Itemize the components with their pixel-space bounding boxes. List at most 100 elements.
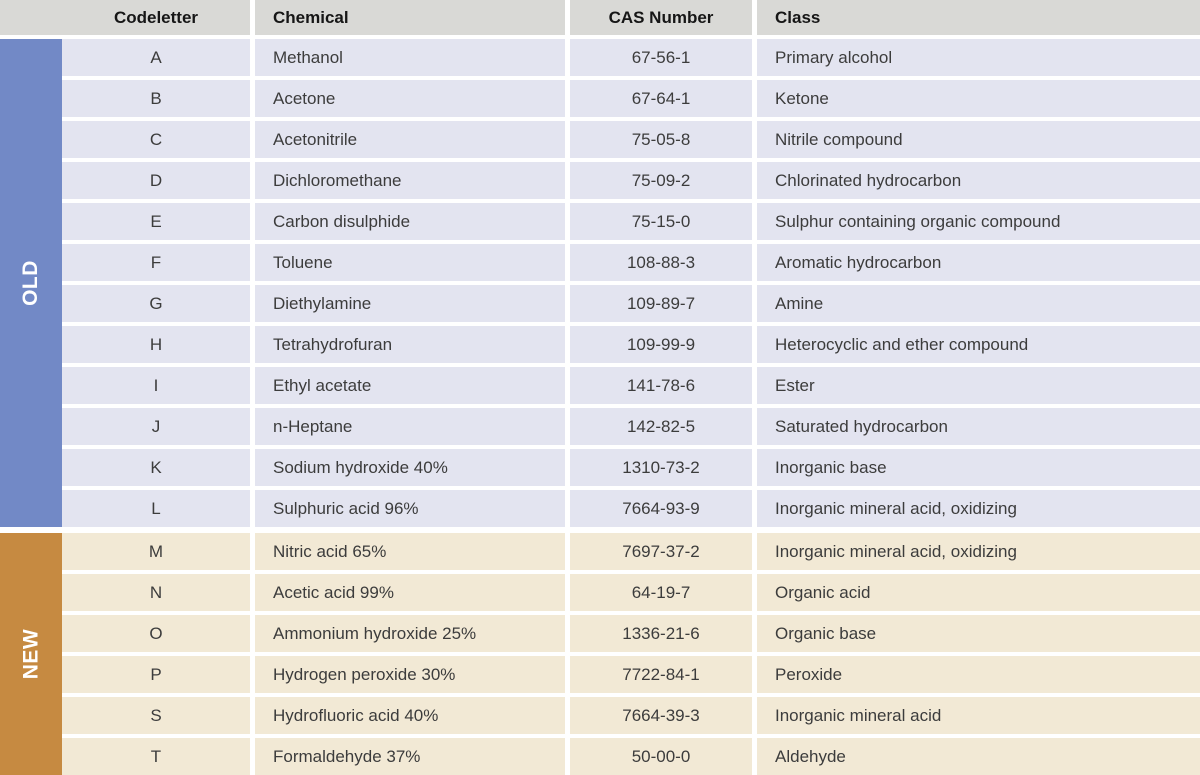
class-cell: Amine — [757, 285, 1200, 322]
header-cas-number: CAS Number — [570, 0, 752, 35]
cas-number-cell: 67-56-1 — [570, 39, 752, 76]
class-cell: Ester — [757, 367, 1200, 404]
codeletter-cell: D — [62, 162, 250, 199]
cas-number-cell: 64-19-7 — [570, 574, 752, 611]
class-cell: Heterocyclic and ether compound — [757, 326, 1200, 363]
chemical-cell: Tetrahydrofuran — [255, 326, 565, 363]
class-cell: Primary alcohol — [757, 39, 1200, 76]
chemical-cell: Ammonium hydroxide 25% — [255, 615, 565, 652]
chemical-cell: Sodium hydroxide 40% — [255, 449, 565, 486]
table-row: I Ethyl acetate 141-78-6 Ester — [62, 367, 1200, 404]
cas-number-cell: 7697-37-2 — [570, 533, 752, 570]
codeletter-cell: J — [62, 408, 250, 445]
sidebar-old: OLD — [0, 39, 62, 527]
table-row: T Formaldehyde 37% 50-00-0 Aldehyde — [62, 738, 1200, 775]
cas-number-cell: 108-88-3 — [570, 244, 752, 281]
chemical-cell: Hydrofluoric acid 40% — [255, 697, 565, 734]
table-row: P Hydrogen peroxide 30% 7722-84-1 Peroxide — [62, 656, 1200, 693]
class-cell: Aromatic hydrocarbon — [757, 244, 1200, 281]
section-old: OLD A Methanol 67-56-1 Primary alcohol B Aceto… — [0, 39, 1200, 527]
table-row: S Hydrofluoric acid 40% 7664-39-3 Inorganic… — [62, 697, 1200, 734]
chemical-cell: Hydrogen peroxide 30% — [255, 656, 565, 693]
chemical-cell: n-Heptane — [255, 408, 565, 445]
codeletter-cell: T — [62, 738, 250, 775]
cas-number-cell: 109-99-9 — [570, 326, 752, 363]
chemical-cell: Nitric acid 65% — [255, 533, 565, 570]
chemical-cell: Acetonitrile — [255, 121, 565, 158]
cas-number-cell: 141-78-6 — [570, 367, 752, 404]
chemical-cell: Carbon disulphide — [255, 203, 565, 240]
cas-number-cell: 75-05-8 — [570, 121, 752, 158]
chemical-cell: Dichloromethane — [255, 162, 565, 199]
table-row: F Toluene 108-88-3 Aromatic hydrocarbon — [62, 244, 1200, 281]
table-row: A Methanol 67-56-1 Primary alcohol — [62, 39, 1200, 76]
class-cell: Inorganic base — [757, 449, 1200, 486]
codeletter-cell: G — [62, 285, 250, 322]
codeletter-cell: H — [62, 326, 250, 363]
table-row: E Carbon disulphide 75-15-0 Sulphur contain… — [62, 203, 1200, 240]
chemical-cell: Acetic acid 99% — [255, 574, 565, 611]
table-row: B Acetone 67-64-1 Ketone — [62, 80, 1200, 117]
class-cell: Peroxide — [757, 656, 1200, 693]
class-cell: Organic base — [757, 615, 1200, 652]
sidebar-label-new: NEW — [19, 628, 42, 680]
cas-number-cell: 75-09-2 — [570, 162, 752, 199]
class-cell: Inorganic mineral acid, oxidizing — [757, 533, 1200, 570]
class-cell: Sulphur containing organic compound — [757, 203, 1200, 240]
chemical-cell: Sulphuric acid 96% — [255, 490, 565, 527]
cas-number-cell: 7664-93-9 — [570, 490, 752, 527]
table-row: L Sulphuric acid 96% 7664-93-9 Inorganic mi… — [62, 490, 1200, 527]
cas-number-cell: 142-82-5 — [570, 408, 752, 445]
class-cell: Inorganic mineral acid, oxidizing — [757, 490, 1200, 527]
codeletter-cell: K — [62, 449, 250, 486]
cas-number-cell: 1336-21-6 — [570, 615, 752, 652]
codeletter-cell: P — [62, 656, 250, 693]
codeletter-cell: S — [62, 697, 250, 734]
codeletter-cell: I — [62, 367, 250, 404]
codeletter-cell: F — [62, 244, 250, 281]
table-row: N Acetic acid 99% 64-19-7 Organic acid — [62, 574, 1200, 611]
table-body: OLD A Methanol 67-56-1 Primary alcohol B Aceto… — [0, 39, 1200, 775]
table-row: G Diethylamine 109-89-7 Amine — [62, 285, 1200, 322]
chemical-cell: Toluene — [255, 244, 565, 281]
table-header-row: Codeletter Chemical CAS Number Class — [0, 0, 1200, 35]
rows-new: M Nitric acid 65% 7697-37-2 Inorganic miner… — [62, 533, 1200, 775]
sidebar-new: NEW — [0, 533, 62, 775]
rows-old: A Methanol 67-56-1 Primary alcohol B Acetone 6… — [62, 39, 1200, 527]
class-cell: Nitrile compound — [757, 121, 1200, 158]
chemical-cell: Ethyl acetate — [255, 367, 565, 404]
cas-number-cell: 7722-84-1 — [570, 656, 752, 693]
sidebar-label-old: OLD — [18, 260, 42, 306]
cas-number-cell: 7664-39-3 — [570, 697, 752, 734]
class-cell: Organic acid — [757, 574, 1200, 611]
cas-number-cell: 109-89-7 — [570, 285, 752, 322]
codeletter-cell: L — [62, 490, 250, 527]
class-cell: Chlorinated hydrocarbon — [757, 162, 1200, 199]
table-row: M Nitric acid 65% 7697-37-2 Inorganic miner… — [62, 533, 1200, 570]
codeletter-cell: M — [62, 533, 250, 570]
class-cell: Ketone — [757, 80, 1200, 117]
codeletter-cell: N — [62, 574, 250, 611]
section-new: NEW M Nitric acid 65% 7697-37-2 Inorganic mi… — [0, 533, 1200, 775]
chemical-cell: Methanol — [255, 39, 565, 76]
codeletter-cell: C — [62, 121, 250, 158]
cas-number-cell: 1310-73-2 — [570, 449, 752, 486]
header-codeletter: Codeletter — [0, 0, 250, 35]
codeletter-cell: A — [62, 39, 250, 76]
cas-number-cell: 75-15-0 — [570, 203, 752, 240]
codeletter-cell: B — [62, 80, 250, 117]
class-cell: Inorganic mineral acid — [757, 697, 1200, 734]
cas-number-cell: 50-00-0 — [570, 738, 752, 775]
codeletter-cell: E — [62, 203, 250, 240]
cas-number-cell: 67-64-1 — [570, 80, 752, 117]
table-row: O Ammonium hydroxide 25% 1336-21-6 Organic … — [62, 615, 1200, 652]
table-row: H Tetrahydrofuran 109-99-9 Heterocyclic and… — [62, 326, 1200, 363]
table-row: K Sodium hydroxide 40% 1310-73-2 Inorganic … — [62, 449, 1200, 486]
table-row: D Dichloromethane 75-09-2 Chlorinated hydro… — [62, 162, 1200, 199]
class-cell: Aldehyde — [757, 738, 1200, 775]
table-row: C Acetonitrile 75-05-8 Nitrile compound — [62, 121, 1200, 158]
chemical-cell: Diethylamine — [255, 285, 565, 322]
codeletter-cell: O — [62, 615, 250, 652]
